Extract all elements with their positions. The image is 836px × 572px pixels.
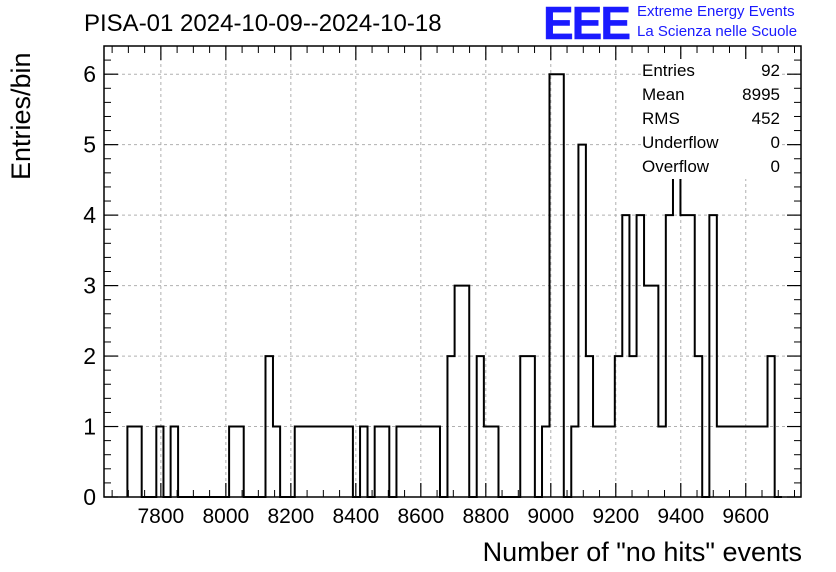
eee-logo: EEE <box>543 2 632 44</box>
logo-caption: Extreme Energy Events La Scienza nelle S… <box>637 2 797 42</box>
histogram-bin <box>571 427 578 497</box>
stats-value: 452 <box>751 109 780 128</box>
histogram-bin <box>156 427 163 497</box>
y-tick-label: 1 <box>83 414 96 440</box>
histogram-bin <box>578 145 585 497</box>
x-tick-label: 8200 <box>267 505 314 528</box>
x-tick-label: 8000 <box>202 505 249 528</box>
histogram-bin <box>360 427 367 497</box>
stats-value: 0 <box>770 133 780 152</box>
stats-label: Underflow <box>642 133 719 152</box>
histogram-bin <box>673 145 680 497</box>
svg-text:EEE: EEE <box>543 2 629 44</box>
histogram-bin <box>273 427 280 497</box>
histogram-bin <box>593 427 615 497</box>
stats-row-rms: RMS 452 <box>642 107 780 131</box>
histogram-bin <box>229 427 244 497</box>
stats-label: RMS <box>642 109 680 128</box>
stats-row-underflow: Underflow 0 <box>642 131 780 155</box>
histogram-bin <box>455 286 470 497</box>
histogram-bin <box>658 427 665 497</box>
stats-value: 92 <box>761 61 780 80</box>
stats-box: Entries 92 Mean 8995 RMS 452 Underflow 0 Ove… <box>642 59 780 179</box>
stats-value: 8995 <box>742 85 780 104</box>
x-tick-label: 8800 <box>462 505 509 528</box>
stats-label: Overflow <box>642 157 710 176</box>
stats-value: 0 <box>770 157 780 176</box>
x-tick-label: 7800 <box>138 505 185 528</box>
stats-row-overflow: Overflow 0 <box>642 155 780 179</box>
histogram-bin <box>127 427 141 497</box>
logo-line-1: Extreme Energy Events <box>637 3 795 20</box>
y-tick-label: 5 <box>83 132 96 158</box>
y-tick-label: 0 <box>83 484 96 510</box>
x-tick-label: 9000 <box>527 505 574 528</box>
histogram-bin <box>375 427 390 497</box>
stats-row-mean: Mean 8995 <box>642 83 780 107</box>
chart-title: PISA-01 2024-10-09--2024-10-18 <box>84 10 442 37</box>
histogram-bin <box>542 427 549 497</box>
stats-label: Mean <box>642 85 685 104</box>
histogram-bin <box>295 427 353 497</box>
x-tick-label: 9400 <box>657 505 704 528</box>
y-axis-label: Entries/bin <box>6 52 36 180</box>
histogram-bin <box>717 427 768 497</box>
y-tick-label: 2 <box>83 343 96 369</box>
y-tick-label: 3 <box>83 273 96 299</box>
logo-line-2: La Scienza nelle Scuole <box>637 23 798 40</box>
x-tick-label: 9200 <box>592 505 639 528</box>
x-tick-label: 8600 <box>397 505 444 528</box>
y-tick-label: 6 <box>83 61 96 87</box>
axis-ticks <box>104 46 801 498</box>
histogram-bin <box>171 427 178 497</box>
stats-label: Entries <box>642 61 695 80</box>
histogram-bin <box>396 427 440 497</box>
histogram-bin <box>644 286 658 497</box>
axis-tick-labels: 0 1 2 3 4 5 6 7800 8000 8200 8400 8600 8800 9000 9200 9… <box>83 61 769 528</box>
x-axis-label: Number of "no hits" events <box>482 537 802 567</box>
y-tick-label: 4 <box>83 202 96 228</box>
x-tick-label: 9600 <box>722 505 769 528</box>
stats-row-entries: Entries 92 <box>642 59 780 83</box>
x-tick-label: 8400 <box>332 505 379 528</box>
